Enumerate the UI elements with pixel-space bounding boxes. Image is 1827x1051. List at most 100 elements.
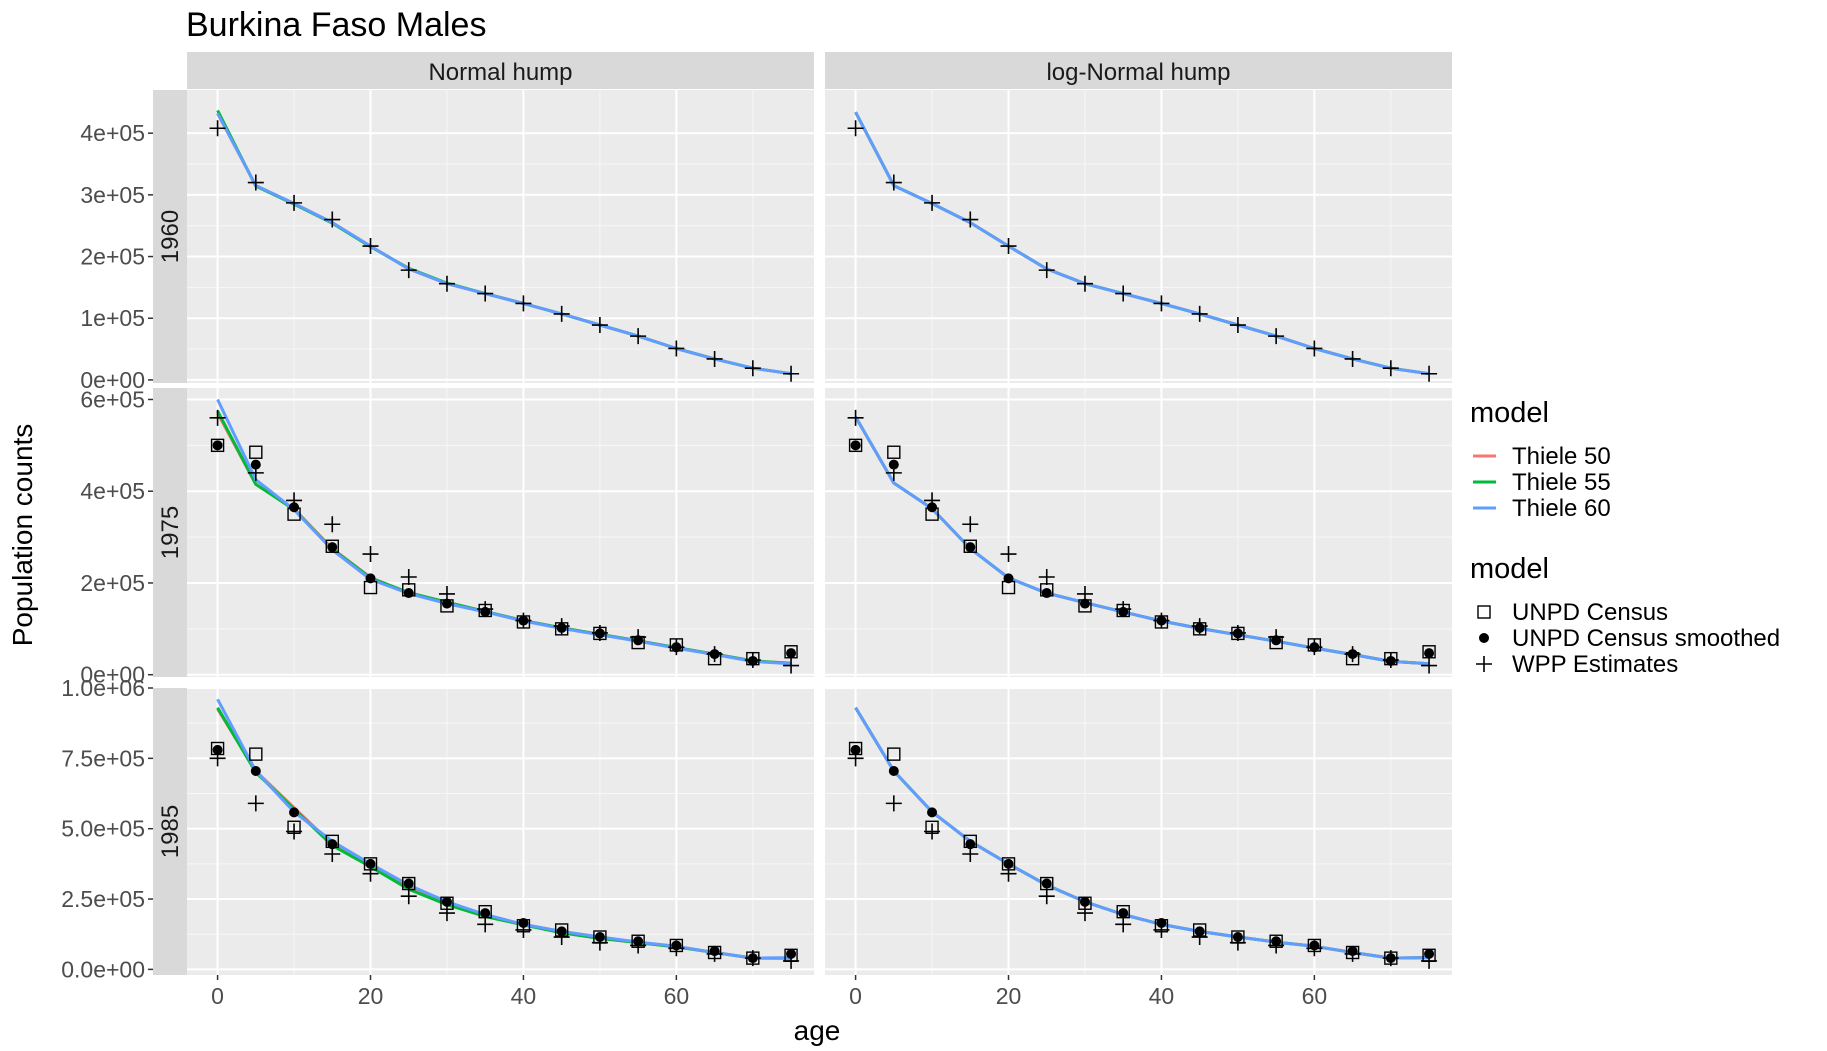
- point-unpd-census: [963, 539, 977, 553]
- point-wpp-estimates: [1421, 365, 1438, 382]
- point-wpp-estimates: [324, 211, 341, 228]
- point-wpp-estimates: [1115, 285, 1132, 302]
- point-unpd-census-smoothed: [327, 839, 338, 850]
- series-line-thiele-60: [854, 706, 1430, 960]
- point-unpd-census-smoothed: [850, 744, 861, 755]
- legend-label-thiele-55: Thiele 55: [1512, 469, 1611, 496]
- y-tick-label: 3e+05: [80, 182, 145, 208]
- point-unpd-census: [848, 438, 863, 453]
- point-unpd-census: [249, 445, 263, 459]
- point-wpp-estimates: [324, 846, 341, 863]
- x-axis-title: age: [794, 1015, 841, 1046]
- point-unpd-census-smoothed: [1041, 878, 1052, 889]
- point-wpp-estimates: [744, 652, 761, 669]
- point-wpp-estimates: [1076, 905, 1093, 922]
- y-tick-label: 5.0e+05: [61, 816, 145, 842]
- legend-label-unpd-census: UNPD Census: [1512, 599, 1668, 626]
- point-unpd-census: [887, 747, 901, 761]
- y-tick-label: 1.0e+06: [61, 675, 145, 701]
- legend-key-unpd-census: [1477, 605, 1491, 619]
- point-wpp-estimates: [962, 211, 979, 228]
- point-wpp-estimates: [324, 516, 341, 533]
- point-unpd-census: [887, 445, 901, 459]
- point-wpp-estimates: [1382, 360, 1399, 377]
- point-wpp-estimates: [553, 929, 570, 946]
- y-axis-title: Population counts: [7, 424, 38, 647]
- point-wpp-estimates: [1421, 952, 1438, 969]
- facet-strip-row: [153, 688, 187, 975]
- legend-title-lines: model: [1470, 397, 1549, 429]
- point-unpd-census: [210, 438, 225, 453]
- point-unpd-census-smoothed: [365, 858, 376, 869]
- panel-background: [825, 688, 1452, 975]
- point-wpp-estimates: [885, 174, 902, 191]
- point-wpp-estimates: [591, 934, 608, 951]
- point-wpp-estimates: [1268, 629, 1285, 646]
- point-wpp-estimates: [783, 657, 800, 674]
- point-unpd-census-smoothed: [212, 744, 223, 755]
- point-wpp-estimates: [1191, 305, 1208, 322]
- panel-background: [187, 388, 814, 677]
- y-tick-label: 2e+05: [80, 244, 145, 270]
- point-unpd-census-smoothed: [927, 807, 938, 818]
- point-unpd-census-smoothed: [365, 573, 376, 584]
- chart-title: Burkina Faso Males: [186, 6, 486, 44]
- point-wpp-estimates: [1306, 639, 1323, 656]
- point-wpp-estimates: [1038, 888, 1055, 905]
- panel-background: [825, 388, 1452, 677]
- point-wpp-estimates: [668, 940, 685, 957]
- point-unpd-census-smoothed: [327, 542, 338, 553]
- point-wpp-estimates: [1115, 601, 1132, 618]
- point-wpp-estimates: [247, 795, 264, 812]
- point-unpd-census-smoothed: [888, 766, 899, 777]
- point-wpp-estimates: [400, 262, 417, 279]
- legend-label-thiele-50: Thiele 50: [1512, 443, 1611, 470]
- point-wpp-estimates: [1191, 929, 1208, 946]
- point-unpd-census-smoothed: [888, 459, 899, 470]
- facet-row-label-1985: 1985: [157, 805, 184, 858]
- panel-background: [187, 688, 814, 975]
- point-unpd-census-smoothed: [403, 878, 414, 889]
- point-unpd-census-smoothed: [212, 440, 223, 451]
- point-wpp-estimates: [1076, 275, 1093, 292]
- point-unpd-census-smoothed: [1041, 588, 1052, 599]
- point-unpd-census-smoothed: [1079, 896, 1090, 907]
- point-wpp-estimates: [362, 546, 379, 563]
- point-unpd-census: [249, 747, 263, 761]
- point-wpp-estimates: [247, 464, 264, 481]
- point-wpp-estimates: [209, 409, 226, 426]
- point-wpp-estimates: [706, 350, 723, 367]
- y-tick-label: 4e+05: [80, 478, 145, 504]
- point-unpd-census-smoothed: [1118, 908, 1129, 919]
- point-wpp-estimates: [1268, 937, 1285, 954]
- panel-background: [825, 90, 1452, 383]
- x-tick-label: 0: [211, 983, 224, 1009]
- facet-strip-top: [825, 52, 1452, 89]
- legend-key-unpd-census-smoothed: [1479, 633, 1489, 643]
- point-wpp-estimates: [286, 194, 303, 211]
- point-wpp-estimates: [438, 905, 455, 922]
- point-unpd-census-smoothed: [250, 766, 261, 777]
- point-wpp-estimates: [1000, 238, 1017, 255]
- point-wpp-estimates: [630, 629, 647, 646]
- point-wpp-estimates: [706, 945, 723, 962]
- point-wpp-estimates: [400, 888, 417, 905]
- point-wpp-estimates: [477, 285, 494, 302]
- point-wpp-estimates: [847, 120, 864, 137]
- point-unpd-census-smoothed: [480, 908, 491, 919]
- point-wpp-estimates: [630, 328, 647, 345]
- point-unpd-census-smoothed: [403, 588, 414, 599]
- point-unpd-census-smoothed: [965, 839, 976, 850]
- point-unpd-census-smoothed: [1079, 598, 1090, 609]
- point-unpd-census-smoothed: [1003, 858, 1014, 869]
- point-wpp-estimates: [1153, 921, 1170, 938]
- legend-label-unpd-census-smoothed: UNPD Census smoothed: [1512, 625, 1780, 652]
- point-wpp-estimates: [362, 865, 379, 882]
- point-unpd-census-smoothed: [441, 896, 452, 907]
- y-tick-label: 1e+05: [80, 305, 145, 331]
- point-wpp-estimates: [515, 295, 532, 312]
- point-wpp-estimates: [706, 646, 723, 663]
- point-wpp-estimates: [962, 516, 979, 533]
- point-wpp-estimates: [783, 952, 800, 969]
